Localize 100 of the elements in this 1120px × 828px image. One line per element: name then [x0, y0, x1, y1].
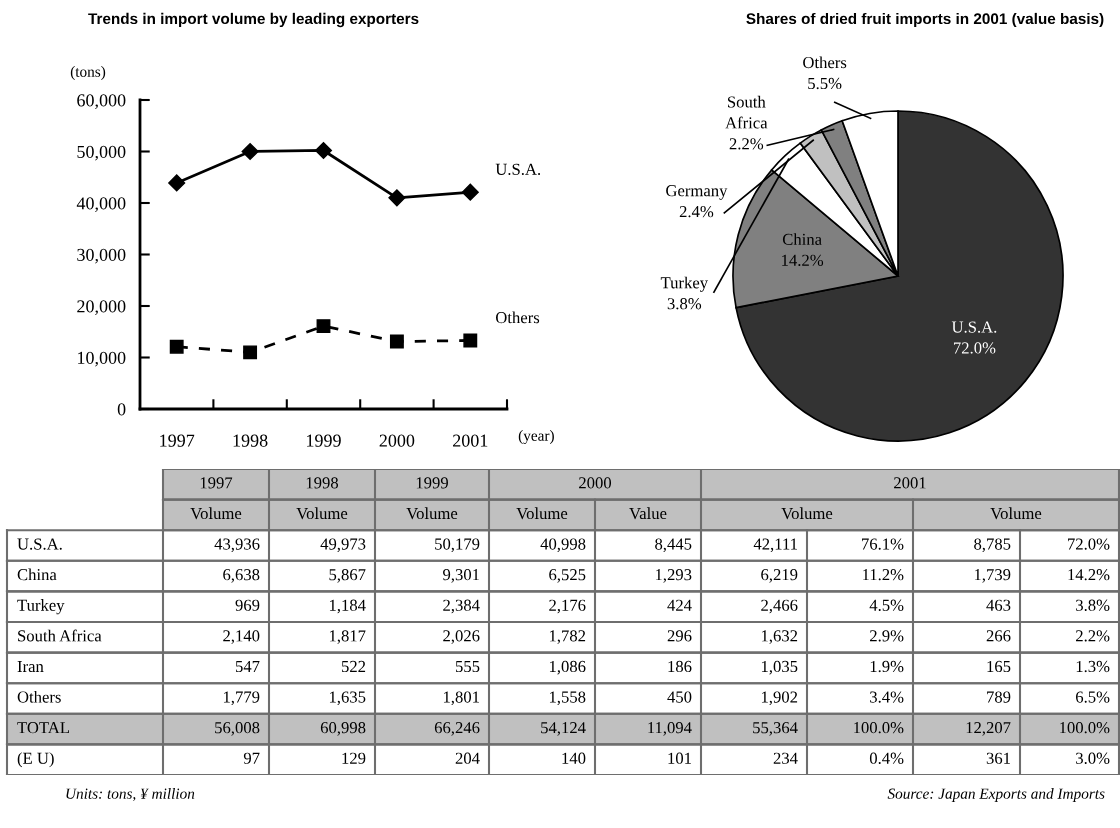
text: 1,801: [443, 691, 479, 706]
text: 1,782: [549, 630, 586, 644]
point: [168, 174, 186, 192]
point: [461, 183, 479, 201]
text: 2001: [894, 477, 926, 489]
text: 8,785: [974, 538, 1011, 553]
text: 100.0%: [854, 722, 904, 734]
text: 0.4%: [869, 752, 904, 764]
text: 56,008: [215, 722, 260, 736]
text: 42,111: [753, 538, 797, 553]
y-tick-label: 40,000: [76, 197, 126, 213]
text: 266: [986, 630, 1011, 642]
x-tick-label: 1999: [307, 434, 341, 447]
point: [316, 319, 331, 334]
text: 555: [455, 660, 480, 673]
data-label: 3.8%: [667, 298, 702, 310]
text: 2,140: [223, 630, 260, 644]
text: 49,973: [320, 538, 366, 553]
text: 101: [668, 752, 691, 764]
source-note: Source: Japan Exports and Imports: [887, 788, 1105, 802]
category-label: TOTAL: [17, 722, 69, 734]
x-tick-label: 1997: [160, 434, 195, 447]
text: 5,867: [329, 569, 366, 583]
data-label: 14.2%: [782, 254, 824, 266]
text: 186: [668, 660, 692, 673]
slice-label: U.S.A.: [951, 321, 997, 333]
x-axis-title: (year): [518, 430, 554, 444]
text: 2,466: [761, 599, 798, 614]
point: [388, 189, 406, 207]
text: 76.1%: [862, 538, 904, 550]
text: 361: [986, 752, 1010, 764]
point: [243, 345, 258, 360]
text: 2000: [579, 477, 612, 489]
slice-label: Others: [803, 56, 847, 69]
text: 9,301: [443, 569, 479, 583]
chart-title: Shares of dried fruit imports in 2001 (value basis): [746, 12, 1104, 28]
text: 1.9%: [870, 660, 904, 673]
text: 2,176: [549, 599, 586, 614]
text: 1998: [306, 477, 339, 489]
text: 1,779: [223, 691, 260, 706]
text: 1,635: [329, 691, 366, 706]
y-tick-label: 0: [117, 403, 126, 416]
text: 1,739: [974, 569, 1011, 583]
text: 72.0%: [1068, 538, 1110, 550]
text: Volume: [990, 507, 1042, 520]
text: 97: [243, 752, 260, 764]
category-label: U.S.A.: [17, 538, 62, 550]
text: 1,817: [329, 630, 366, 644]
point: [314, 141, 333, 160]
text: 1997: [200, 477, 233, 489]
point: [389, 334, 404, 349]
point: [463, 333, 478, 348]
category-label: South Africa: [18, 629, 102, 642]
text: 450: [667, 691, 692, 703]
text: 14.2%: [1068, 569, 1110, 581]
text: Volume: [406, 507, 458, 520]
slice-label: South Africa: [725, 95, 768, 129]
text: 60,998: [320, 722, 366, 736]
text: 3.8%: [1076, 599, 1110, 611]
text: 1999: [416, 477, 448, 489]
text: Volume: [781, 507, 833, 520]
point: [241, 142, 259, 161]
text: 129: [342, 752, 366, 764]
text: 55,364: [753, 722, 798, 736]
text: 2.9%: [870, 630, 904, 642]
data-label: 5.5%: [808, 77, 842, 90]
text: 6,638: [223, 569, 260, 583]
text: Volume: [516, 507, 568, 520]
text: 66,246: [434, 722, 480, 736]
text: 234: [773, 752, 798, 764]
slice-label: Germany: [666, 185, 728, 200]
text: Volume: [296, 507, 348, 520]
series-label: Others: [495, 311, 540, 324]
text: 463: [986, 599, 1011, 611]
category-label: Iran: [17, 660, 44, 673]
text: 1,184: [329, 599, 366, 614]
point: [169, 339, 184, 354]
text: 2,026: [443, 630, 480, 644]
text: 1,558: [549, 691, 586, 706]
data-label: 2.4%: [679, 206, 714, 218]
text: 11.2%: [863, 569, 904, 581]
text: 424: [667, 599, 692, 611]
text: 2.2%: [1076, 630, 1110, 642]
text: 8,445: [655, 538, 692, 553]
y-tick-label: 20,000: [77, 300, 126, 316]
text: 140: [562, 752, 586, 764]
text: 1,086: [549, 660, 586, 675]
y-axis-title: (tons): [70, 66, 106, 80]
text: 1.3%: [1076, 660, 1110, 673]
text: 522: [341, 660, 366, 673]
category-label: Others: [17, 690, 61, 703]
text: Value: [629, 507, 667, 520]
category-label: (E U): [17, 752, 54, 768]
text: 547: [235, 660, 260, 673]
text: 4.5%: [869, 599, 904, 611]
text: 165: [987, 660, 1011, 673]
x-tick-label: 1998: [233, 434, 268, 447]
text: 296: [667, 630, 692, 642]
y-tick-label: 50,000: [77, 145, 126, 161]
text: 789: [987, 691, 1011, 703]
